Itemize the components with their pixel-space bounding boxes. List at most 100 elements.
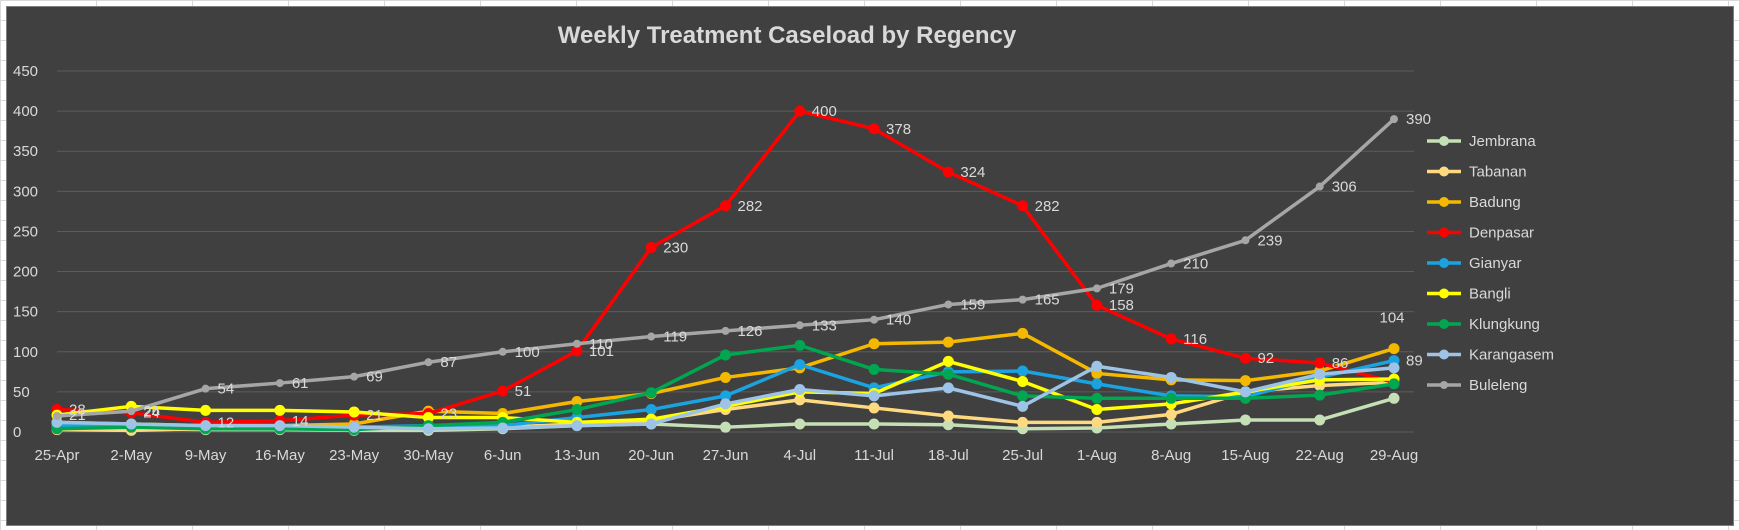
data-point[interactable] bbox=[274, 420, 286, 432]
data-point[interactable] bbox=[794, 339, 806, 351]
data-point[interactable] bbox=[1390, 115, 1398, 124]
data-point[interactable] bbox=[1388, 392, 1400, 404]
data-point[interactable] bbox=[1165, 371, 1177, 383]
data-point[interactable] bbox=[1165, 408, 1177, 420]
data-point[interactable] bbox=[868, 402, 880, 414]
data-point[interactable] bbox=[720, 349, 731, 361]
data-point[interactable] bbox=[868, 363, 880, 375]
data-point[interactable] bbox=[795, 321, 804, 330]
data-point[interactable] bbox=[51, 416, 63, 428]
data-point[interactable] bbox=[645, 241, 657, 253]
data-point[interactable] bbox=[1239, 386, 1251, 398]
data-point[interactable] bbox=[53, 411, 61, 420]
data-point[interactable] bbox=[348, 406, 360, 418]
data-point[interactable] bbox=[498, 347, 507, 356]
legend-item-bangli[interactable]: Bangli bbox=[1427, 286, 1511, 303]
data-point[interactable] bbox=[794, 105, 806, 117]
data-point[interactable] bbox=[1314, 368, 1326, 380]
data-point[interactable] bbox=[571, 345, 583, 357]
data-point[interactable] bbox=[1091, 299, 1103, 311]
data-point[interactable] bbox=[1241, 236, 1250, 245]
data-point[interactable] bbox=[1018, 295, 1027, 304]
data-point[interactable] bbox=[868, 123, 880, 135]
data-point[interactable] bbox=[274, 404, 286, 416]
data-point[interactable] bbox=[572, 339, 581, 348]
data-point[interactable] bbox=[1092, 284, 1101, 293]
data-point[interactable] bbox=[350, 372, 359, 381]
data-point[interactable] bbox=[1091, 360, 1103, 372]
data-point[interactable] bbox=[1017, 365, 1029, 377]
data-point[interactable] bbox=[1239, 375, 1251, 387]
data-point[interactable] bbox=[647, 332, 656, 341]
data-point[interactable] bbox=[868, 390, 880, 402]
data-point[interactable] bbox=[720, 390, 731, 402]
data-point[interactable] bbox=[1017, 416, 1029, 428]
data-point[interactable] bbox=[571, 396, 583, 408]
data-point[interactable] bbox=[1165, 418, 1177, 430]
chart-area[interactable]: Weekly Treatment Caseload by Regency 0 50… bbox=[6, 6, 1734, 526]
legend[interactable]: Jembrana Tabanan Badung Denpasar Gianyar Bang… bbox=[1427, 133, 1554, 394]
data-point[interactable] bbox=[942, 410, 954, 422]
data-point[interactable] bbox=[942, 166, 954, 178]
legend-item-gianyar[interactable]: Gianyar bbox=[1427, 255, 1522, 272]
data-point[interactable] bbox=[868, 338, 880, 350]
data-point[interactable] bbox=[1017, 400, 1029, 412]
data-point[interactable] bbox=[348, 421, 360, 433]
data-point[interactable] bbox=[1314, 414, 1326, 426]
data-point[interactable] bbox=[1017, 375, 1029, 387]
data-point[interactable] bbox=[944, 300, 953, 309]
data-point[interactable] bbox=[1165, 392, 1177, 404]
data-point[interactable] bbox=[942, 355, 954, 367]
data-point[interactable] bbox=[720, 200, 731, 212]
data-point[interactable] bbox=[1091, 378, 1103, 390]
data-point[interactable] bbox=[794, 418, 806, 430]
legend-item-buleleng[interactable]: Buleleng bbox=[1427, 377, 1527, 394]
data-point[interactable] bbox=[720, 371, 731, 383]
data-point[interactable] bbox=[1017, 390, 1029, 402]
data-point[interactable] bbox=[721, 326, 730, 335]
legend-item-jembrana[interactable]: Jembrana bbox=[1427, 133, 1536, 150]
data-point[interactable] bbox=[422, 423, 434, 435]
data-point[interactable] bbox=[645, 387, 657, 399]
data-point[interactable] bbox=[1388, 362, 1400, 374]
data-point[interactable] bbox=[1165, 333, 1177, 345]
data-point[interactable] bbox=[571, 420, 583, 432]
data-point[interactable] bbox=[1388, 343, 1400, 355]
data-point[interactable] bbox=[868, 418, 880, 430]
legend-item-tabanan[interactable]: Tabanan bbox=[1427, 164, 1527, 181]
data-point[interactable] bbox=[794, 394, 806, 406]
data-point[interactable] bbox=[720, 421, 731, 433]
series-karangasem[interactable] bbox=[51, 360, 1400, 435]
data-point[interactable] bbox=[645, 418, 657, 430]
legend-item-denpasar[interactable]: Denpasar bbox=[1427, 225, 1534, 242]
data-point[interactable] bbox=[1239, 352, 1251, 364]
data-point[interactable] bbox=[1091, 392, 1103, 404]
data-point[interactable] bbox=[127, 407, 136, 416]
data-point[interactable] bbox=[1091, 416, 1103, 428]
data-point[interactable] bbox=[1017, 327, 1029, 339]
legend-item-karangasem[interactable]: Karangasem bbox=[1427, 347, 1554, 364]
data-point[interactable] bbox=[1091, 404, 1103, 416]
data-point[interactable] bbox=[422, 412, 434, 424]
data-point[interactable] bbox=[200, 404, 212, 416]
data-point[interactable] bbox=[1239, 414, 1251, 426]
data-point[interactable] bbox=[1017, 200, 1029, 212]
series-buleleng[interactable] bbox=[53, 115, 1398, 420]
data-point[interactable] bbox=[125, 418, 137, 430]
data-point[interactable] bbox=[200, 420, 212, 432]
data-point[interactable] bbox=[942, 368, 954, 380]
data-point[interactable] bbox=[942, 419, 954, 431]
data-point[interactable] bbox=[424, 358, 433, 367]
legend-item-badung[interactable]: Badung bbox=[1427, 194, 1521, 211]
data-point[interactable] bbox=[1388, 378, 1400, 390]
data-point[interactable] bbox=[942, 382, 954, 394]
data-point[interactable] bbox=[1314, 357, 1326, 369]
data-point[interactable] bbox=[1315, 182, 1324, 191]
legend-item-klungkung[interactable]: Klungkung bbox=[1427, 316, 1540, 333]
data-point[interactable] bbox=[497, 422, 509, 434]
data-point[interactable] bbox=[645, 404, 657, 416]
data-point[interactable] bbox=[794, 359, 806, 371]
data-point[interactable] bbox=[571, 404, 583, 416]
data-point[interactable] bbox=[201, 384, 210, 393]
data-point[interactable] bbox=[720, 398, 731, 410]
